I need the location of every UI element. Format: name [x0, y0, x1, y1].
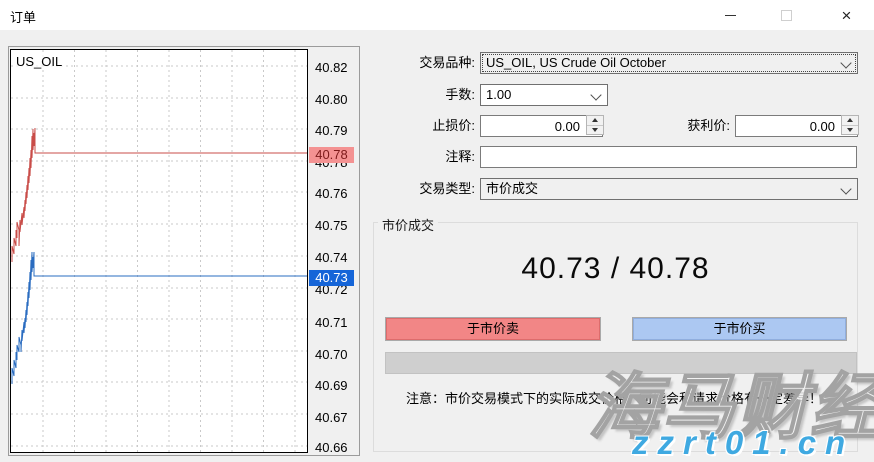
- volume-value: 1.00: [486, 87, 512, 102]
- comment-input[interactable]: [480, 146, 857, 168]
- execution-progress-bar: [385, 352, 857, 374]
- window-title: 订单: [10, 10, 37, 25]
- tick-chart-canvas: [11, 50, 307, 452]
- axis-label: 40.82: [315, 60, 348, 75]
- chevron-down-icon: [840, 57, 852, 69]
- stop-loss-stepper[interactable]: [586, 115, 604, 135]
- tick-chart: US_OIL 40.82 40.80 40.79 40.78 40.76 40.75 40.…: [8, 46, 360, 456]
- sell-by-market-button[interactable]: 于市价卖: [385, 317, 601, 341]
- chart-symbol-label: US_OIL: [15, 54, 64, 69]
- minimize-icon: [725, 14, 736, 16]
- axis-label: 40.71: [315, 315, 348, 330]
- stepper-up-icon[interactable]: [842, 116, 858, 126]
- volume-combobox[interactable]: 1.00: [480, 84, 608, 106]
- axis-label: 40.76: [315, 186, 348, 201]
- take-profit-label: 获利价:: [687, 118, 730, 133]
- minimize-button[interactable]: [708, 0, 753, 30]
- take-profit-input[interactable]: [735, 115, 858, 137]
- chevron-down-icon: [840, 183, 852, 195]
- close-icon: ×: [841, 5, 852, 25]
- bid-line: [11, 251, 307, 384]
- comment-label: 注释:: [445, 149, 475, 164]
- groupbox-title: 市价成交: [378, 215, 439, 234]
- order-type-value: 市价成交: [486, 181, 539, 196]
- axis-label: 40.66: [315, 440, 348, 455]
- axis-label: 40.74: [315, 250, 348, 265]
- axis-label: 40.67: [315, 410, 348, 425]
- take-profit-stepper[interactable]: [841, 115, 859, 135]
- volume-label: 手数:: [445, 87, 475, 102]
- stop-loss-input[interactable]: [480, 115, 603, 137]
- stop-loss-label: 止损价:: [432, 118, 475, 133]
- stepper-down-icon[interactable]: [842, 126, 858, 135]
- axis-label: 40.69: [315, 378, 348, 393]
- order-type-combobox[interactable]: 市价成交: [480, 178, 858, 200]
- execution-note: 注意：市价交易模式下的实际成交价格，可能会和请求价格有一定差异！: [405, 391, 822, 406]
- axis-label: 40.75: [315, 218, 348, 233]
- ask-price-tag: 40.78: [309, 147, 354, 163]
- ask-line: [11, 127, 307, 262]
- titlebar: 订单 ×: [0, 0, 874, 30]
- axis-label: 40.70: [315, 347, 348, 362]
- stepper-up-icon[interactable]: [587, 116, 603, 126]
- axis-label: 40.80: [315, 92, 348, 107]
- order-type-label: 交易类型:: [419, 181, 475, 196]
- bid-price-tag: 40.73: [309, 270, 354, 286]
- buy-by-market-button[interactable]: 于市价买: [632, 317, 847, 341]
- chevron-down-icon: [590, 89, 602, 101]
- symbol-combobox[interactable]: US_OIL, US Crude Oil October: [480, 52, 858, 74]
- maximize-button: [764, 0, 809, 30]
- axis-label: 40.79: [315, 123, 348, 138]
- market-execution-groupbox: [373, 222, 858, 452]
- close-button[interactable]: ×: [824, 0, 869, 30]
- maximize-icon: [781, 9, 792, 21]
- bid-ask-price-display: 40.73 / 40.78: [521, 252, 710, 285]
- symbol-label: 交易品种:: [419, 55, 475, 70]
- symbol-value: US_OIL, US Crude Oil October: [486, 55, 666, 70]
- tick-chart-plot: US_OIL: [10, 49, 308, 453]
- stepper-down-icon[interactable]: [587, 126, 603, 135]
